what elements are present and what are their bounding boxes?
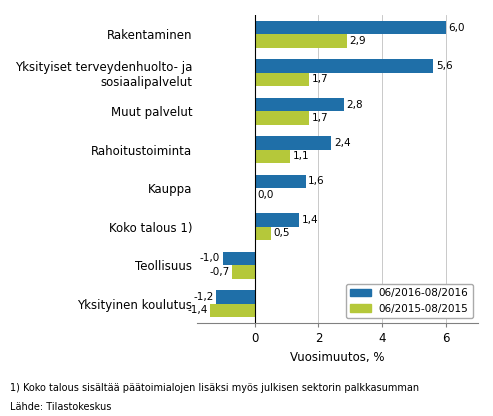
Bar: [255, 59, 433, 73]
Text: 1,7: 1,7: [312, 113, 328, 123]
Text: 1) Koko talous sisältää päätoimialojen lisäksi myös julkisen sektorin palkkasumm: 1) Koko talous sisältää päätoimialojen l…: [10, 383, 419, 393]
Bar: [255, 175, 306, 188]
Text: 2,8: 2,8: [347, 99, 363, 109]
Bar: [232, 265, 255, 279]
Text: 1,7: 1,7: [312, 74, 328, 84]
Text: Lähde: Tilastokeskus: Lähde: Tilastokeskus: [10, 402, 111, 412]
Bar: [255, 34, 347, 48]
Text: 2,4: 2,4: [334, 138, 351, 148]
Text: 5,6: 5,6: [436, 61, 453, 71]
Text: -1,2: -1,2: [193, 292, 214, 302]
Text: 6,0: 6,0: [449, 22, 465, 32]
Text: -1,4: -1,4: [187, 305, 208, 315]
Legend: 06/2016-08/2016, 06/2015-08/2015: 06/2016-08/2016, 06/2015-08/2015: [346, 284, 473, 318]
Bar: [255, 111, 309, 125]
Bar: [255, 213, 299, 227]
Bar: [210, 304, 255, 317]
Text: 2,9: 2,9: [350, 36, 366, 46]
X-axis label: Vuosimuutos, %: Vuosimuutos, %: [290, 351, 385, 364]
Text: -1,0: -1,0: [200, 253, 220, 263]
Bar: [223, 252, 255, 265]
Text: 0,0: 0,0: [257, 190, 274, 200]
Bar: [255, 136, 331, 150]
Text: 1,1: 1,1: [292, 151, 309, 161]
Bar: [255, 98, 344, 111]
Bar: [216, 290, 255, 304]
Text: -0,7: -0,7: [210, 267, 230, 277]
Bar: [255, 227, 271, 240]
Text: 0,5: 0,5: [273, 228, 290, 238]
Text: 1,6: 1,6: [308, 176, 325, 186]
Bar: [255, 150, 290, 163]
Bar: [255, 73, 309, 86]
Bar: [255, 21, 446, 34]
Text: 1,4: 1,4: [302, 215, 318, 225]
